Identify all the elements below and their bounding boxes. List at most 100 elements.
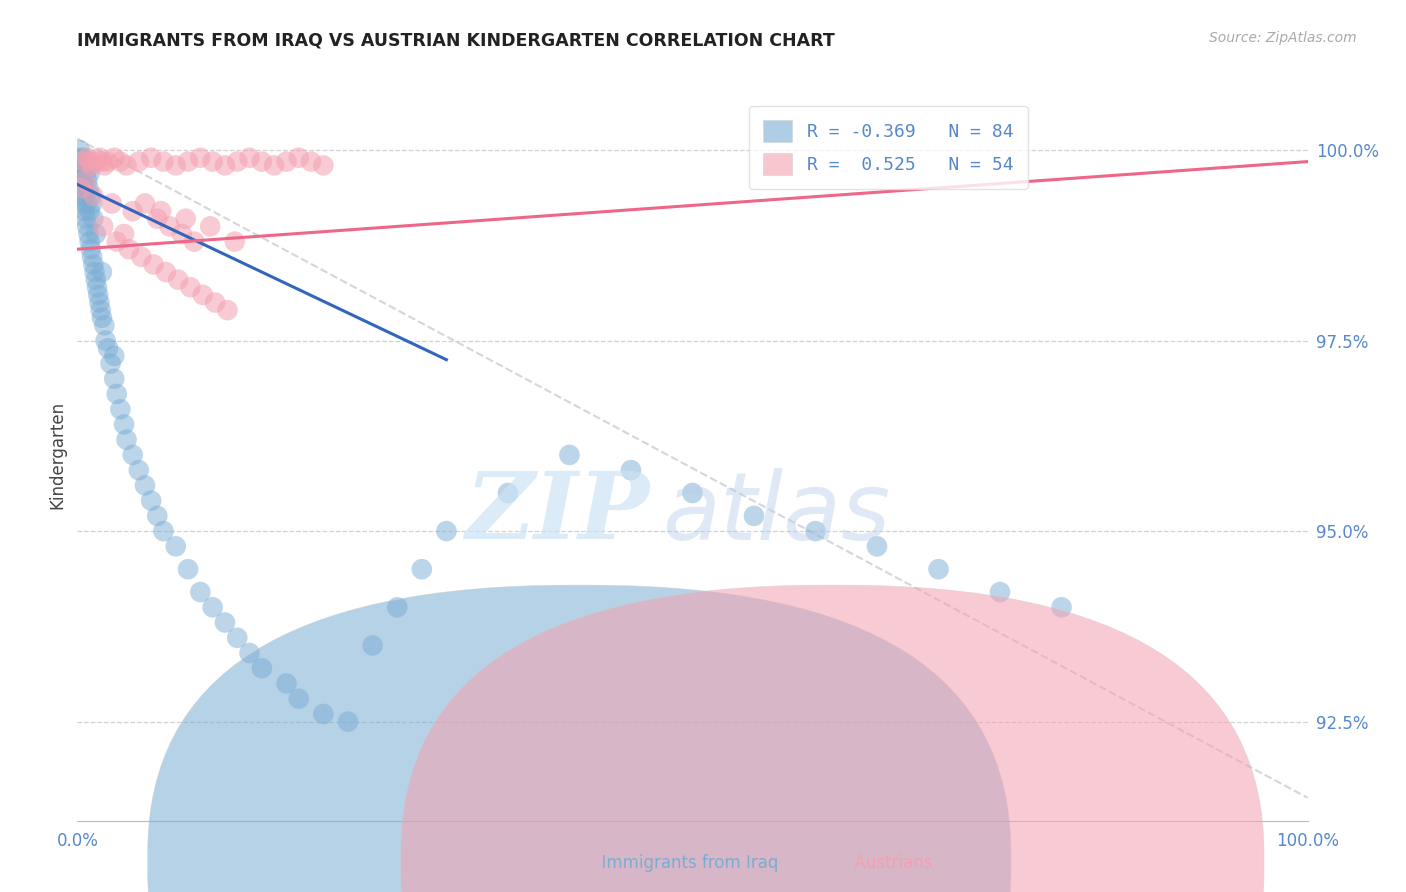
Point [385,600,409,615]
Point [76,219,98,234]
Point [165,158,187,172]
Point [742,508,765,523]
Point [620,463,643,477]
Point [121,204,143,219]
Point [72,151,94,165]
Point [150,204,173,219]
Point [110,154,132,169]
Point [70,189,93,203]
Point [115,158,138,172]
Point [201,600,224,615]
Point [239,646,262,660]
Point [73,204,96,219]
Point [165,540,187,554]
Point [141,493,163,508]
Point [110,402,132,417]
Point [214,615,236,630]
Point [73,181,96,195]
Point [177,154,200,169]
Point [146,508,169,523]
Point [134,196,156,211]
Point [80,242,103,256]
Point [183,235,205,249]
Point [76,196,98,211]
Point [70,166,93,180]
Point [79,154,101,169]
Point [152,524,174,538]
Point [97,154,120,169]
Point [94,334,117,348]
Point [682,486,704,500]
Point [97,341,120,355]
Point [128,154,150,169]
Point [361,639,384,653]
Point [276,154,298,169]
Point [105,235,128,249]
Point [191,288,214,302]
Point [217,303,239,318]
Point [70,181,93,195]
Point [177,562,200,576]
Point [90,154,114,169]
Point [337,714,360,729]
Point [101,196,124,211]
Point [82,189,104,203]
Y-axis label: Kindergarten: Kindergarten [48,401,66,509]
Point [288,691,311,706]
Point [142,257,165,271]
Legend: R = -0.369   N = 84, R =  0.525   N = 54: R = -0.369 N = 84, R = 0.525 N = 54 [749,105,1028,189]
Point [155,265,177,279]
Point [79,235,101,249]
Point [174,211,197,226]
Text: Source: ZipAtlas.com: Source: ZipAtlas.com [1209,31,1357,45]
Point [299,154,322,169]
Text: ZIP: ZIP [465,468,650,558]
Point [69,166,91,180]
Point [86,280,108,294]
Point [115,433,138,447]
Point [82,250,104,264]
Point [988,585,1011,599]
Point [73,174,96,188]
Point [79,166,101,180]
Point [204,295,226,310]
Point [558,448,581,462]
Point [70,158,93,172]
Point [224,235,246,249]
Point [129,250,153,264]
Point [188,151,212,165]
Point [76,174,98,188]
Point [159,219,181,234]
Text: Immigrants from Iraq: Immigrants from Iraq [591,855,778,872]
Point [146,211,169,226]
Point [100,356,122,370]
Point [201,154,224,169]
Point [200,219,222,234]
Point [82,158,104,172]
Point [84,227,107,241]
Point [77,181,100,195]
Point [70,174,93,188]
Point [93,158,115,172]
Point [67,151,90,165]
Point [84,273,107,287]
Point [312,706,335,721]
Point [180,280,202,294]
Point [263,158,285,172]
Point [90,310,114,325]
Point [103,372,125,386]
Point [75,189,97,203]
Point [128,463,150,477]
Point [250,154,273,169]
Point [89,295,111,310]
Point [90,303,112,318]
Point [170,227,193,241]
Point [69,143,91,157]
Point [121,448,143,462]
Point [67,158,90,172]
Point [91,219,114,234]
Point [928,562,950,576]
Point [76,151,98,165]
Point [112,417,135,432]
Point [226,631,249,645]
